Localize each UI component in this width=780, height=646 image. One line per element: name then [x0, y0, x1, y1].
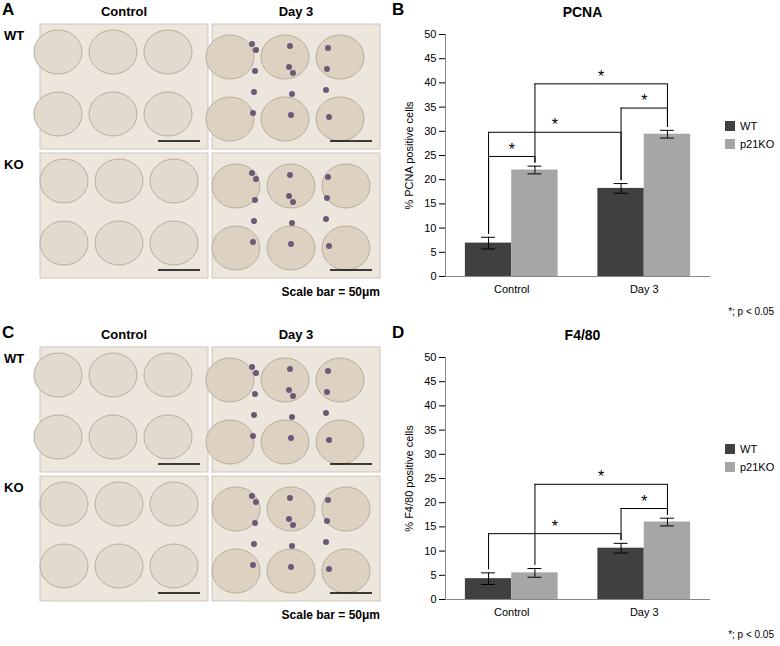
html-text:*; p < 0.05: *; p < 0.05: [728, 629, 774, 640]
svg-text:WT: WT: [4, 28, 24, 43]
html-text:WT: WT: [740, 120, 758, 132]
html-text:p21KO: p21KO: [740, 138, 775, 150]
svg-text:40: 40: [424, 76, 436, 88]
svg-text:30: 30: [424, 125, 436, 137]
svg-text:Day 3: Day 3: [279, 4, 314, 19]
svg-text:45: 45: [424, 52, 436, 64]
svg-text:40: 40: [424, 399, 436, 411]
svg-text:*: *: [641, 92, 647, 109]
html-text:C: C: [2, 323, 15, 342]
html-text:*; p < 0.05: *; p < 0.05: [728, 306, 774, 317]
svg-text:20: 20: [424, 496, 436, 508]
svg-text:Control: Control: [101, 4, 147, 19]
svg-text:Control: Control: [494, 606, 529, 618]
svg-text:Control: Control: [101, 327, 147, 342]
html-text:F4/80: F4/80: [564, 327, 601, 343]
html-text:PCNA: PCNA: [562, 4, 603, 20]
svg-text:*: *: [598, 68, 604, 85]
svg-text:25: 25: [424, 472, 436, 484]
svg-text:50: 50: [424, 351, 436, 363]
svg-text:% PCNA positive cells: % PCNA positive cells: [403, 101, 415, 210]
svg-text:*: *: [509, 141, 515, 158]
svg-text:25: 25: [424, 149, 436, 161]
html-text:WT: WT: [740, 443, 758, 455]
svg-text:% F4/80 positive cells: % F4/80 positive cells: [403, 425, 415, 532]
svg-text:5: 5: [430, 569, 436, 581]
svg-text:35: 35: [424, 101, 436, 113]
svg-text:Control: Control: [494, 283, 529, 295]
svg-text:15: 15: [424, 520, 436, 532]
svg-text:Scale bar = 50μm: Scale bar = 50μm: [282, 285, 380, 299]
html-text:p21KO: p21KO: [740, 461, 775, 473]
svg-text:5: 5: [430, 246, 436, 258]
svg-text:KO: KO: [4, 157, 24, 172]
html-text:A: A: [2, 0, 15, 19]
svg-text:Day 3: Day 3: [279, 327, 314, 342]
svg-text:50: 50: [424, 28, 436, 40]
svg-text:*: *: [598, 468, 604, 485]
svg-text:KO: KO: [4, 480, 24, 495]
svg-text:15: 15: [424, 197, 436, 209]
svg-text:Day 3: Day 3: [630, 283, 659, 295]
svg-text:0: 0: [430, 270, 436, 282]
svg-text:*: *: [552, 116, 558, 133]
svg-text:WT: WT: [4, 351, 24, 366]
html-text:B: B: [392, 0, 405, 19]
svg-text:Scale bar = 50μm: Scale bar = 50μm: [282, 608, 380, 622]
html-text:D: D: [392, 323, 405, 342]
svg-text:Day 3: Day 3: [630, 606, 659, 618]
svg-text:0: 0: [430, 593, 436, 605]
svg-text:45: 45: [424, 375, 436, 387]
svg-text:10: 10: [424, 222, 436, 234]
svg-text:*: *: [552, 518, 558, 535]
svg-text:35: 35: [424, 424, 436, 436]
svg-text:*: *: [641, 493, 647, 510]
svg-text:20: 20: [424, 173, 436, 185]
svg-text:30: 30: [424, 448, 436, 460]
svg-text:10: 10: [424, 545, 436, 557]
